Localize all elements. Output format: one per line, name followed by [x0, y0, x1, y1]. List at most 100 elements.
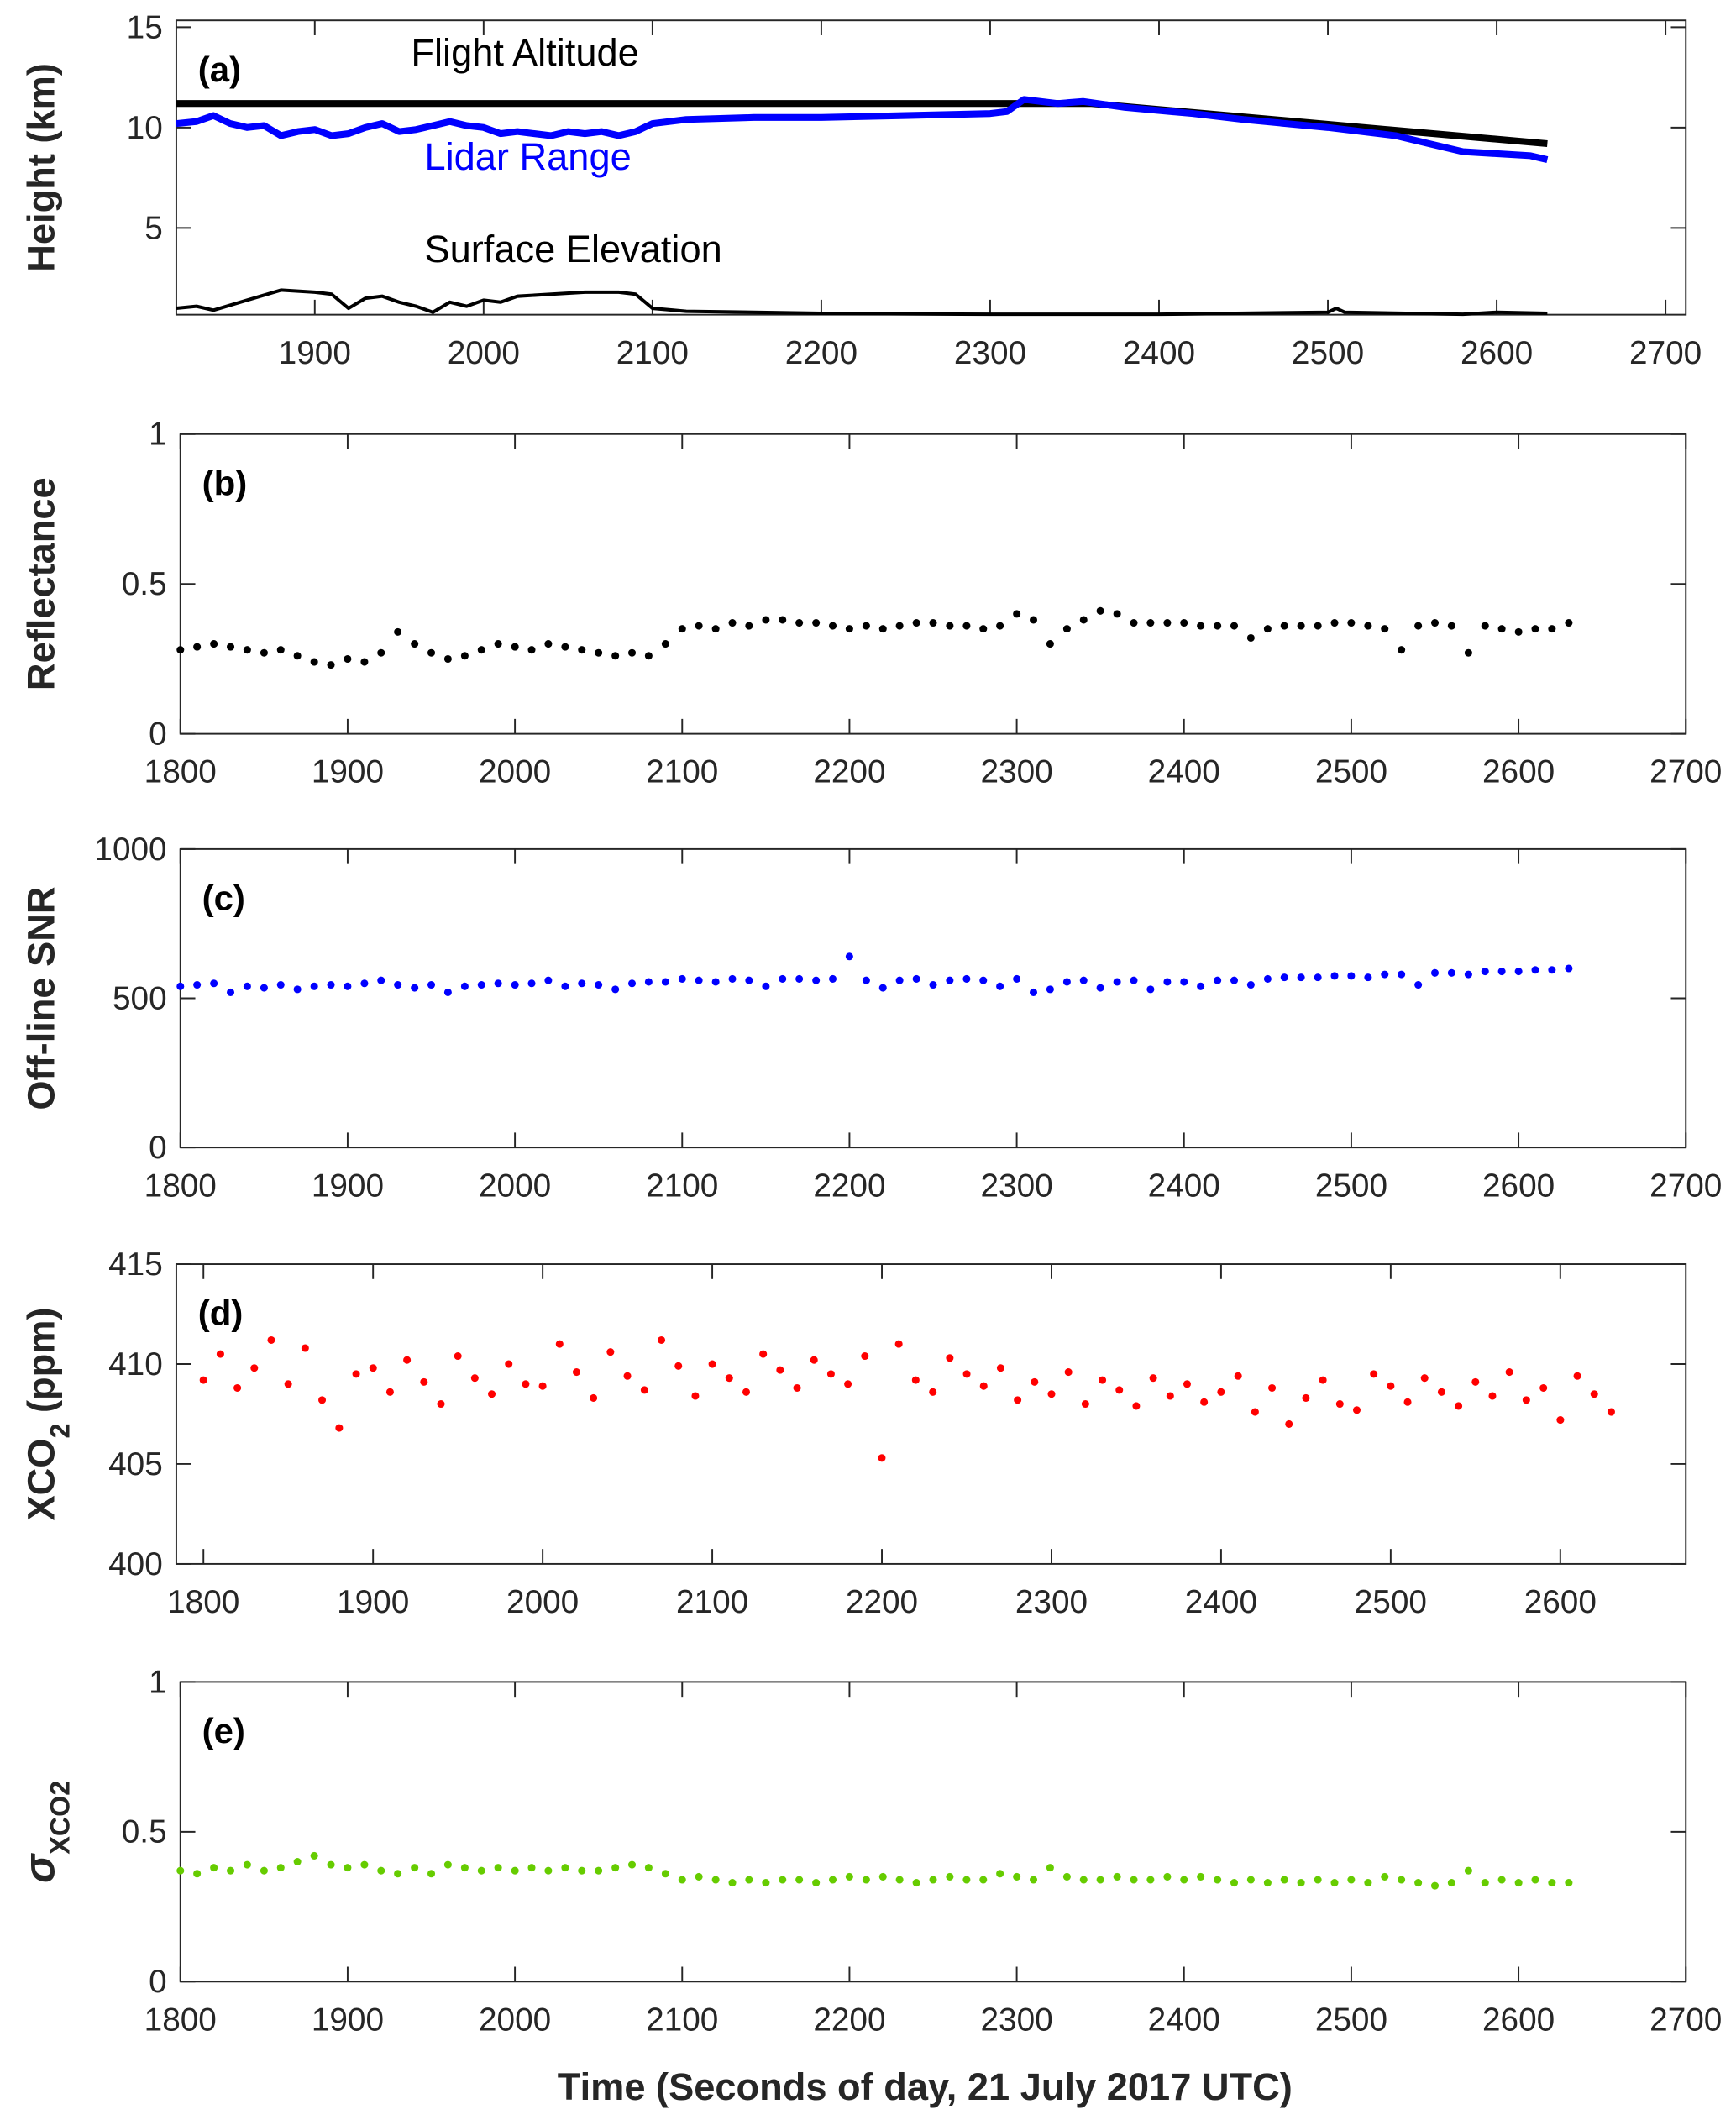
data-point	[1149, 1374, 1157, 1383]
y-tick-label: 415	[108, 1246, 163, 1283]
data-point	[310, 658, 318, 666]
x-tick-label: 2700	[1649, 2002, 1722, 2038]
data-point	[845, 625, 853, 633]
data-point	[477, 1866, 485, 1875]
data-point	[1314, 622, 1322, 630]
y-axis-label: σXCO2	[15, 1781, 76, 1883]
data-point	[411, 640, 419, 648]
data-point	[1297, 622, 1305, 630]
data-point	[494, 979, 502, 988]
data-point	[1370, 1370, 1378, 1378]
data-point	[1497, 625, 1506, 633]
data-point	[344, 982, 352, 990]
data-point	[1430, 968, 1440, 977]
data-point	[695, 976, 703, 984]
data-point	[1285, 1419, 1293, 1428]
y-tick-label: 10	[127, 110, 163, 146]
data-point	[1531, 625, 1539, 633]
data-point	[1081, 1400, 1089, 1409]
x-tick-label: 2400	[1148, 2002, 1220, 2038]
data-point	[1047, 1390, 1056, 1398]
data-point	[1403, 1398, 1412, 1406]
data-point	[227, 643, 235, 651]
data-point	[1514, 968, 1523, 976]
x-tick-label: 2300	[954, 335, 1026, 371]
data-point	[1464, 970, 1472, 979]
y-label-text: Reflectance	[20, 477, 63, 690]
data-point	[460, 1864, 469, 1872]
data-point	[1197, 1872, 1205, 1881]
data-point	[1565, 619, 1573, 627]
data-point	[678, 625, 686, 633]
y-label-subscript: 2	[45, 1424, 76, 1439]
data-point	[962, 622, 971, 630]
data-point	[494, 640, 502, 648]
x-tick-label: 1900	[312, 754, 384, 790]
data-point	[1132, 1402, 1141, 1410]
data-point	[1246, 633, 1255, 642]
data-point	[1183, 1380, 1191, 1388]
x-tick-label: 2400	[1123, 335, 1195, 371]
panel-label: (a)	[198, 50, 241, 89]
data-point	[1497, 1876, 1506, 1884]
data-point	[1013, 610, 1021, 618]
data-point	[1079, 616, 1088, 624]
data-point	[301, 1344, 309, 1352]
data-point	[711, 625, 720, 633]
data-point	[284, 1380, 292, 1388]
data-point	[1330, 619, 1339, 627]
data-point	[1217, 1388, 1225, 1396]
data-point	[335, 1424, 344, 1432]
data-point	[505, 1360, 513, 1368]
data-point	[427, 981, 436, 989]
x-tick-label: 2700	[1629, 335, 1702, 371]
y-axis-label: Height (km)	[20, 63, 63, 272]
y-axis-label: Reflectance	[20, 477, 63, 690]
data-point	[1180, 1876, 1188, 1884]
panel-a: 1900 2000 2100 2200 2300 2400 2500 2600 2700 5 10 1…	[20, 9, 1702, 371]
x-tick-label: 2700	[1649, 754, 1722, 790]
data-point	[1464, 1866, 1472, 1875]
data-point	[360, 658, 369, 666]
data-point	[711, 978, 720, 986]
y-label-text: Off-line SNR	[20, 886, 63, 1110]
data-point	[862, 976, 870, 984]
data-point	[1096, 606, 1104, 615]
x-tick-label: 2000	[479, 1168, 551, 1204]
data-point	[511, 1866, 519, 1875]
annotation-label: Flight Altitude	[411, 31, 638, 74]
data-point	[1471, 1377, 1480, 1386]
data-point	[1246, 981, 1255, 989]
series-line-surface-elevation	[176, 288, 1548, 317]
x-tick-label: 2400	[1185, 1584, 1257, 1620]
data-point	[979, 625, 988, 633]
data-point	[511, 981, 519, 989]
data-point	[1387, 1382, 1395, 1390]
data-point	[1096, 984, 1104, 992]
panel-label: (b)	[202, 463, 248, 502]
x-tick-label: 2100	[646, 754, 718, 790]
data-point	[779, 1876, 787, 1884]
data-point	[745, 1876, 753, 1884]
data-point	[460, 652, 469, 660]
data-point	[1505, 1368, 1513, 1377]
data-point	[996, 982, 1004, 990]
y-label-text: Height (km)	[20, 63, 63, 272]
data-point	[260, 984, 268, 992]
data-point	[611, 652, 620, 660]
data-point	[293, 1858, 302, 1866]
data-point	[522, 1380, 530, 1388]
data-point	[1062, 978, 1071, 986]
annotation-label: Lidar Range	[424, 135, 631, 178]
data-point	[979, 1382, 988, 1390]
data-point	[1447, 622, 1455, 630]
data-point	[578, 646, 586, 654]
data-point	[1314, 973, 1322, 982]
data-point	[427, 1870, 436, 1878]
x-tick-label: 2300	[980, 754, 1052, 790]
data-point	[1113, 978, 1121, 986]
data-point	[1113, 1872, 1121, 1881]
y-tick-label: 0	[149, 1964, 167, 2000]
data-point	[227, 988, 235, 996]
